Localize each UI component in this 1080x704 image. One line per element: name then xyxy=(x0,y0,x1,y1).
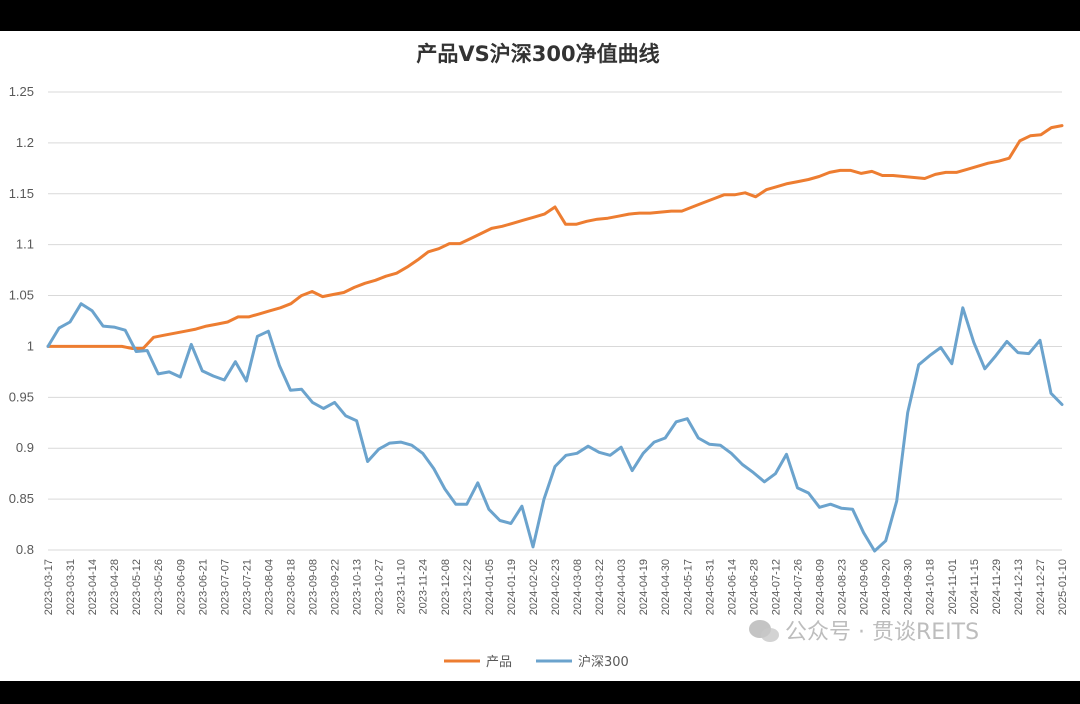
watermark: 公众号 · 贯谈REITS xyxy=(749,620,979,645)
x-tick-label: 2023-06-09 xyxy=(175,559,187,615)
y-tick-label: 1.2 xyxy=(16,135,34,150)
x-tick-label: 2025-01-10 xyxy=(1057,559,1069,615)
x-tick-label: 2023-08-04 xyxy=(263,559,275,615)
x-tick-label: 2023-09-22 xyxy=(330,559,342,615)
x-tick-label: 2024-06-28 xyxy=(748,559,760,615)
x-tick-label: 2024-05-17 xyxy=(682,559,694,615)
x-tick-label: 2023-04-28 xyxy=(109,559,121,615)
x-tick-label: 2024-09-20 xyxy=(881,559,893,615)
x-tick-label: 2023-12-08 xyxy=(440,559,452,615)
x-tick-label: 2024-01-05 xyxy=(484,559,496,615)
y-tick-label: 1.25 xyxy=(9,84,34,99)
x-tick-label: 2024-05-31 xyxy=(704,559,716,615)
x-tick-label: 2024-01-19 xyxy=(506,559,518,615)
x-tick-label: 2024-03-08 xyxy=(572,559,584,615)
x-tick-label: 2023-08-18 xyxy=(285,559,297,615)
y-tick-label: 0.85 xyxy=(9,491,34,506)
x-tick-label: 2023-05-26 xyxy=(153,559,165,615)
x-tick-label: 2023-06-21 xyxy=(197,559,209,615)
x-tick-label: 2023-04-14 xyxy=(87,559,99,615)
x-tick-label: 2024-03-22 xyxy=(594,559,606,615)
chart-panel: 产品VS沪深300净值曲线 0.8 0.85 0.9 0.95 1 1.05 1.1 1.15… xyxy=(0,31,1080,681)
legend-label: 产品 xyxy=(486,655,512,670)
y-tick-label: 1.05 xyxy=(9,288,34,303)
x-tick-label: 2023-10-13 xyxy=(352,559,364,615)
x-tick-label: 2023-09-08 xyxy=(308,559,320,615)
x-tick-label: 2024-11-29 xyxy=(991,559,1003,614)
chart-title: 产品VS沪深300净值曲线 xyxy=(416,42,659,66)
legend-label: 沪深300 xyxy=(578,654,629,670)
gridlines xyxy=(48,91,1062,551)
x-tick-label: 2024-04-30 xyxy=(660,559,672,615)
x-tick-label: 2023-07-21 xyxy=(241,559,253,615)
y-tick-label: 0.95 xyxy=(9,389,34,404)
x-tick-label: 2024-10-18 xyxy=(925,559,937,615)
x-tick-label: 2023-03-17 xyxy=(43,559,55,615)
y-tick-label: 0.9 xyxy=(16,440,34,455)
x-tick-label: 2024-08-23 xyxy=(837,559,849,615)
x-tick-label: 2023-07-07 xyxy=(219,559,231,615)
x-axis-ticks: 2023-03-17 2023-03-31 2023-04-14 2023-04-28… xyxy=(43,559,1069,615)
wechat-icon xyxy=(749,620,779,642)
x-tick-label: 2023-03-31 xyxy=(65,559,77,615)
x-tick-label: 2024-06-14 xyxy=(726,559,738,615)
line-chart: 产品VS沪深300净值曲线 0.8 0.85 0.9 0.95 1 1.05 1.1 1.15… xyxy=(9,42,1069,670)
x-tick-label: 2024-11-01 xyxy=(947,559,959,614)
y-axis-ticks: 0.8 0.85 0.9 0.95 1 1.05 1.1 1.15 1.2 1.25 xyxy=(9,84,34,557)
x-tick-label: 2024-07-12 xyxy=(770,559,782,615)
x-tick-label: 2024-09-30 xyxy=(903,559,915,615)
x-tick-label: 2023-05-12 xyxy=(131,559,143,615)
x-tick-label: 2024-04-03 xyxy=(616,559,628,615)
y-tick-label: 1.1 xyxy=(16,237,34,252)
x-tick-label: 2024-07-26 xyxy=(792,559,804,615)
x-tick-label: 2024-04-19 xyxy=(638,559,650,615)
x-tick-label: 2023-12-22 xyxy=(462,559,474,615)
y-tick-label: 1.15 xyxy=(9,186,34,201)
series-line-csi300 xyxy=(46,302,1064,553)
watermark-text: 公众号 · 贯谈REITS xyxy=(785,620,979,645)
y-tick-label: 0.8 xyxy=(16,542,34,557)
x-tick-label: 2024-02-23 xyxy=(550,559,562,615)
x-tick-label: 2023-11-24 xyxy=(418,559,430,614)
legend: 产品 沪深300 xyxy=(444,654,629,670)
x-tick-label: 2024-12-13 xyxy=(1013,559,1025,615)
y-tick-label: 1 xyxy=(27,338,34,353)
x-tick-label: 2023-11-10 xyxy=(396,559,408,614)
series-line-product xyxy=(46,124,1064,350)
x-tick-label: 2023-10-27 xyxy=(374,559,386,615)
x-tick-label: 2024-12-27 xyxy=(1035,559,1047,615)
x-tick-label: 2024-02-02 xyxy=(528,559,540,615)
x-tick-label: 2024-09-06 xyxy=(859,559,871,615)
x-tick-label: 2024-08-09 xyxy=(815,559,827,615)
x-tick-label: 2024-11-15 xyxy=(969,559,981,614)
series-lines xyxy=(46,124,1064,553)
